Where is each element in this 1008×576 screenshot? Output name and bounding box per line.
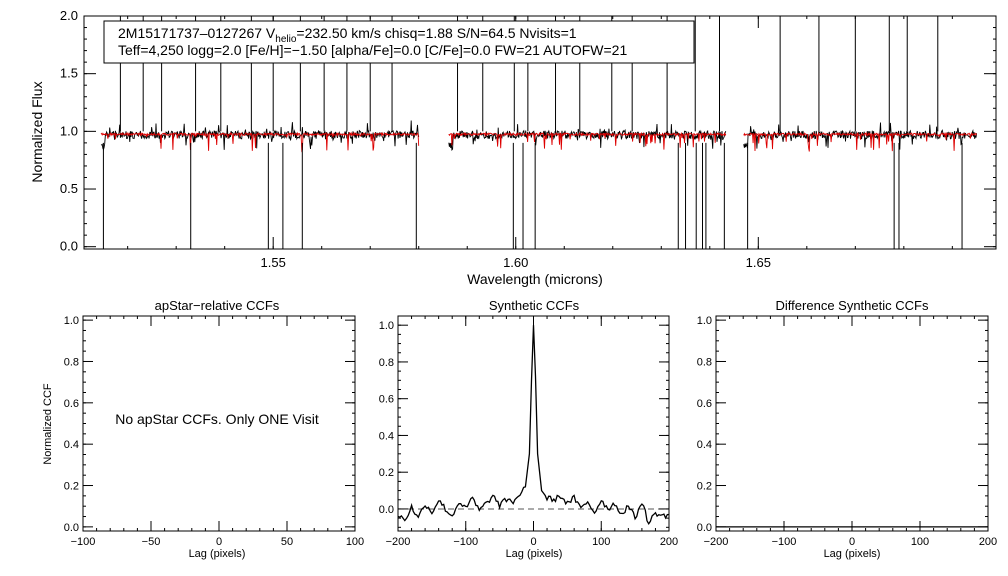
difference-ccf-tick-labels: −200 −100 0 100 200 0.0 0.2 0.4 0.6 0.8 1.0 [697, 315, 997, 548]
x-tick-label: 200 [660, 536, 678, 548]
apstar-ccf-ticks [82, 316, 356, 531]
synthetic-ccf-plot-frame [397, 315, 670, 532]
y-tick-label: 0.6 [64, 398, 79, 410]
x-tick-label: 0 [530, 536, 536, 548]
x-tick-label: 100 [592, 536, 610, 548]
x-tick-label: −100 [772, 536, 797, 548]
legend-line-2: Teff=4,250 logg=2.0 [Fe/H]=−1.50 [alpha/… [118, 42, 627, 58]
apstar-ccf-panel: apStar−relative CCFs −100 −50 0 50 100 0.0 0.2… [42, 298, 364, 560]
synthetic-ccf-title: Synthetic CCFs [489, 298, 580, 313]
y-tick-label: 0.2 [697, 481, 712, 493]
y-tick-label: 0.6 [697, 398, 712, 410]
synthetic-ccf-x-axis-title: Lag (pixels) [506, 548, 563, 560]
synthetic-ccf-ticks [397, 315, 670, 531]
apstar-ccf-tick-labels: −100 −50 0 50 100 0.0 0.2 0.4 0.6 0.8 1.0 [64, 315, 364, 548]
x-tick-label: −100 [71, 536, 96, 548]
spectrum-legend: 2M15171737–0127267 Vhelio=232.50 km/s ch… [103, 20, 695, 64]
x-tick-label: −50 [142, 536, 161, 548]
x-tick-label: −200 [386, 536, 411, 548]
spectrum-x-axis-title: Wavelength (microns) [467, 271, 603, 287]
legend-line-1: 2M15171737–0127267 Vhelio=232.50 km/s ch… [118, 25, 577, 45]
x-tick-label: 100 [911, 536, 929, 548]
difference-ccf-x-axis-title: Lag (pixels) [824, 548, 881, 560]
y-tick-label: 1.5 [60, 66, 78, 81]
y-tick-label: 0.6 [379, 394, 394, 406]
legend-box [103, 20, 695, 64]
x-tick-label: 1.60 [503, 255, 528, 270]
difference-ccf-panel: Difference Synthetic CCFs −200 −100 0 100 20… [697, 298, 997, 560]
x-tick-label: 0 [849, 536, 855, 548]
x-tick-label: 0 [216, 536, 222, 548]
model-flux-line-blue [100, 131, 420, 153]
difference-ccf-title: Difference Synthetic CCFs [776, 298, 929, 313]
y-tick-label: 0.0 [64, 522, 79, 534]
y-tick-label: 1.0 [60, 123, 78, 138]
y-tick-label: 0.2 [379, 467, 394, 479]
spectrum-panel: 1.55 1.60 1.65 0.0 0.5 1.0 1.5 2.0 Wavelength (… [29, 8, 997, 287]
y-tick-label: 0.5 [60, 181, 78, 196]
spectrum-y-axis-title: Normalized Flux [29, 81, 45, 182]
y-tick-label: 0.8 [697, 356, 712, 368]
apstar-ccf-title: apStar−relative CCFs [155, 298, 280, 313]
observed-flux-line-red [743, 122, 978, 150]
y-tick-label: 1.0 [379, 320, 394, 332]
synthetic-ccf-tick-labels: −200 −100 0 100 200 0.0 0.2 0.4 0.6 0.8 1.0 [379, 320, 678, 548]
x-tick-label: −200 [704, 536, 729, 548]
x-tick-label: 1.55 [261, 255, 286, 270]
y-tick-label: 0.0 [697, 522, 712, 534]
x-tick-label: −100 [453, 536, 478, 548]
no-ccf-annotation: No apStar CCFs. Only ONE Visit [115, 411, 319, 427]
y-tick-label: 0.0 [379, 504, 394, 516]
x-tick-label: 1.65 [746, 255, 771, 270]
y-tick-label: 0.4 [64, 439, 79, 451]
synthetic-ccf-series-group [397, 325, 670, 526]
synthetic-ccf-panel: Synthetic CCFs −200 −100 0 100 200 0.0 0.2 0.4 0… [379, 298, 678, 560]
x-tick-label: 50 [281, 536, 293, 548]
difference-ccf-plot-frame [715, 315, 989, 532]
y-tick-label: 2.0 [60, 8, 78, 23]
y-tick-label: 0.0 [60, 239, 78, 254]
spectrum-tick-labels: 1.55 1.60 1.65 0.0 0.5 1.0 1.5 2.0 [60, 8, 771, 270]
y-tick-label: 1.0 [64, 315, 79, 327]
model-flux-line-green [448, 131, 727, 150]
model-flux-line-red [743, 131, 977, 152]
x-tick-label: 200 [979, 536, 997, 548]
y-tick-label: 0.8 [379, 357, 394, 369]
y-tick-label: 0.2 [64, 481, 79, 493]
y-tick-label: 0.4 [379, 430, 394, 442]
legend-stats: =232.50 km/s chisq=1.88 S/N=64.5 Nvisits… [296, 25, 576, 41]
legend-vhelio-subscript: helio [275, 34, 297, 45]
synthetic-ccf-line [397, 325, 670, 526]
apstar-ccf-x-axis-title: Lag (pixels) [189, 548, 246, 560]
x-tick-label: 100 [346, 536, 364, 548]
spectrum-ticks [84, 15, 996, 249]
legend-star-id: 2M15171737–0127267 V [118, 25, 276, 41]
y-tick-label: 1.0 [697, 315, 712, 327]
difference-ccf-ticks [715, 316, 989, 531]
y-tick-label: 0.4 [697, 439, 712, 451]
apstar-ccf-y-axis-title: Normalized CCF [42, 383, 54, 465]
y-tick-label: 0.8 [64, 356, 79, 368]
spectrum-plot-frame [83, 15, 997, 250]
